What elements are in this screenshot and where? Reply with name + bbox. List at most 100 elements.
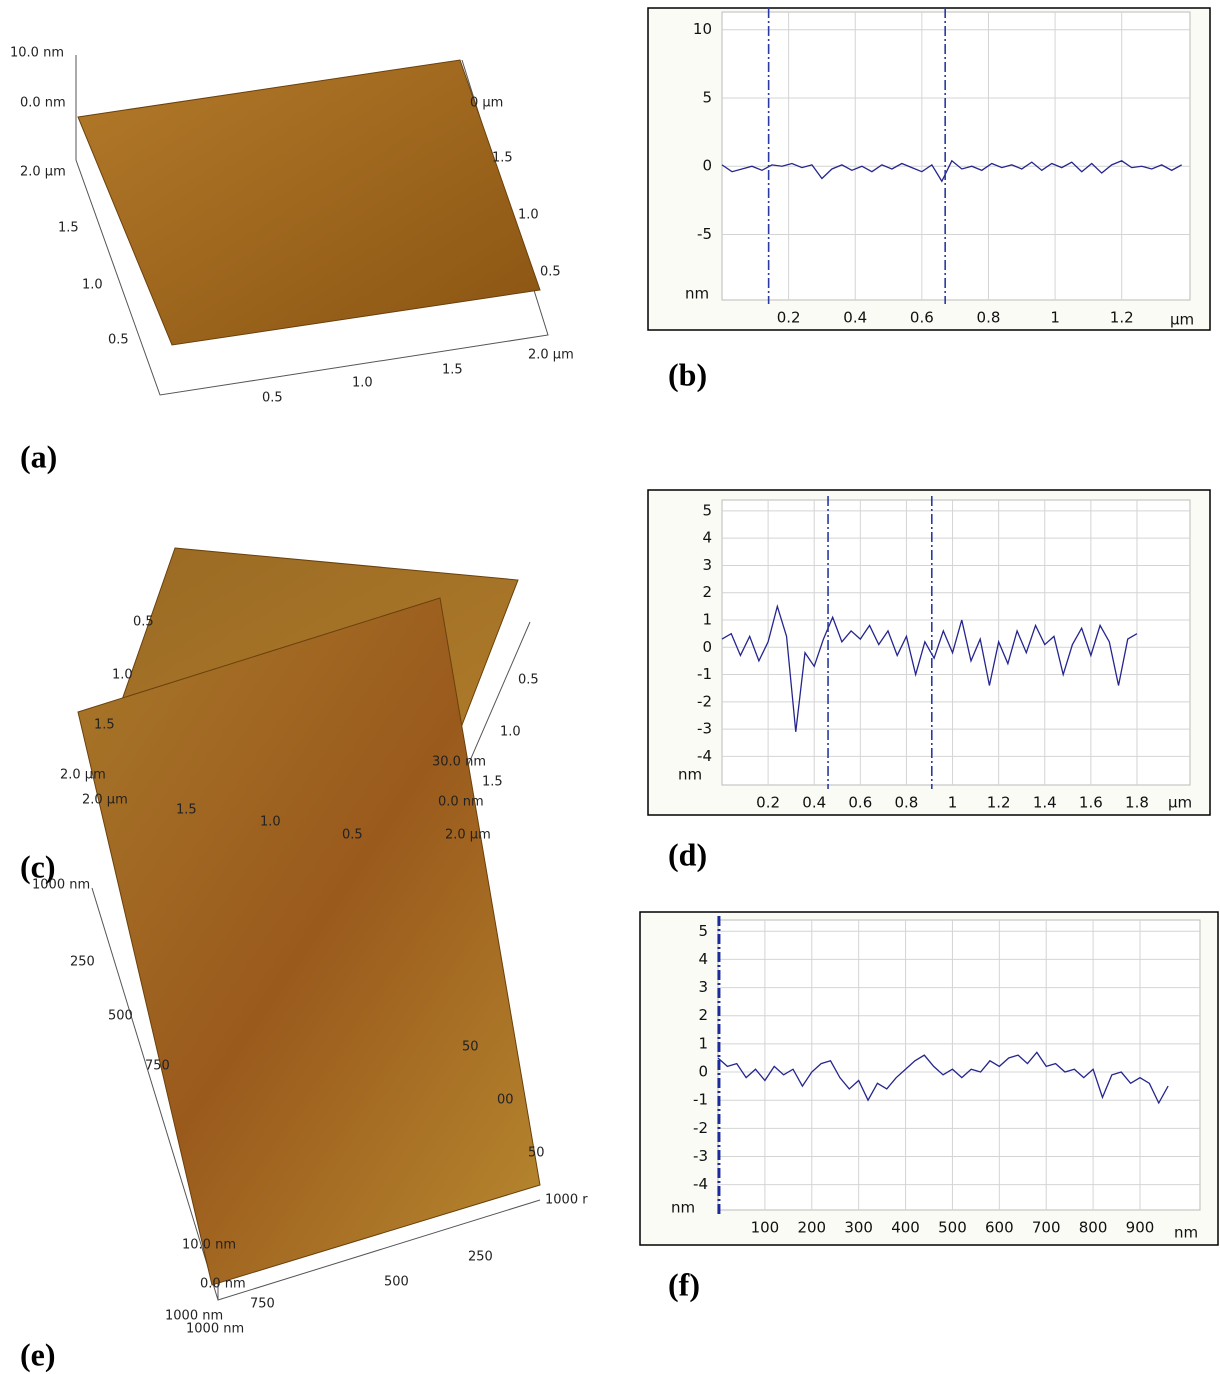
surface-axis-label: 0.5	[342, 828, 363, 843]
surface-axis-label: 1.0	[112, 668, 133, 683]
surface-axis-label: 00	[497, 1093, 514, 1108]
y-tick-label: 0	[702, 157, 712, 175]
y-tick-label: 5	[698, 922, 708, 940]
panel-label: (f)	[668, 1266, 700, 1302]
surface-axis-label: 1.0	[518, 208, 539, 223]
x-tick-label: 0.4	[843, 309, 867, 327]
x-tick-label: 1.2	[1110, 309, 1134, 327]
profile-line	[717, 1051, 1169, 1105]
y-tick-label: 3	[698, 978, 708, 996]
surface-axis-label: 1000 r	[545, 1193, 588, 1208]
y-tick-label: -4	[693, 1175, 708, 1193]
x-tick-label: 1.2	[987, 794, 1011, 812]
surface-axis-label: 1.5	[492, 151, 513, 166]
surface-axis-label: 1000 nm	[165, 1309, 223, 1324]
y-tick-label: 0	[698, 1063, 708, 1081]
surface-axis-label: 1000 nm	[32, 878, 90, 893]
x-tick-label: 1	[948, 794, 958, 812]
surface-axis-label: 1000 nm	[186, 1322, 244, 1337]
y-tick-label: -1	[697, 665, 712, 683]
x-tick-label: 0.6	[848, 794, 872, 812]
surface-axis-label: 0 µm	[470, 96, 503, 111]
y-tick-label: 5	[702, 501, 712, 519]
surface-axis-label: 0.0 nm	[438, 795, 484, 810]
x-tick-label: 0.4	[802, 794, 826, 812]
x-tick-label: 0.2	[777, 309, 801, 327]
y-tick-label: -1	[693, 1091, 708, 1109]
y-tick-label: 1	[702, 611, 712, 629]
y-unit-label: nm	[671, 1199, 695, 1217]
surface-axis-label: 0.0 nm	[20, 96, 66, 111]
surface-e	[77, 597, 541, 1301]
surface-axis-label: 0.5	[518, 673, 539, 688]
y-unit-label: nm	[685, 285, 709, 303]
surface-axis-label: 500	[108, 1009, 133, 1024]
profile-line	[721, 603, 1138, 732]
surface-axis-label: 250	[468, 1250, 493, 1265]
surface-axis-label: 1.0	[352, 376, 373, 391]
surface-axis-label: 0.5	[540, 265, 561, 280]
x-tick-label: 0.8	[977, 309, 1001, 327]
panel-label: (e)	[20, 1336, 56, 1372]
line-chart: 5 4 3 2 1 0 -1 -2 -3 -4 100 200 300 400 500 600 700 800 90…	[639, 911, 1219, 1246]
y-tick-label: -2	[697, 692, 712, 710]
panel-label: (c)	[20, 848, 56, 884]
x-tick-label: 600	[985, 1219, 1014, 1237]
surface-axis-label: 2.0 µm	[60, 768, 106, 783]
x-tick-label: 500	[938, 1219, 967, 1237]
profile-line	[721, 159, 1182, 183]
x-tick-label: 1.8	[1125, 794, 1149, 812]
y-tick-label: -3	[693, 1147, 708, 1165]
surface-axis-label: 1.0	[82, 278, 103, 293]
surface-axis-label: 10.0 nm	[182, 1238, 236, 1253]
surface-axis-label: 0.5	[262, 391, 283, 406]
x-tick-label: 300	[844, 1219, 873, 1237]
surface-axis-label: 0.5	[108, 333, 129, 348]
line-chart: 10 5 0 -5 0.2 0.4 0.6 0.8 1 1.2 nm µm	[647, 7, 1211, 331]
plot-area	[717, 919, 1201, 1211]
surface-axis-label: 1.5	[442, 363, 463, 378]
surface-axis-label: 30.0 nm	[432, 755, 486, 770]
surface-axis-label: 0.0 nm	[200, 1277, 246, 1292]
surface-axis-label: 1.5	[58, 221, 79, 236]
surface-axis-label: 1.5	[482, 775, 503, 790]
y-tick-label: 3	[702, 556, 712, 574]
x-tick-label: 0.8	[895, 794, 919, 812]
surface-axis-label: 2.0 µm	[528, 348, 574, 363]
surface-axis-label: 1.0	[260, 815, 281, 830]
y-tick-label: 0	[702, 638, 712, 656]
surface-axis-label: 2.0 µm	[445, 828, 491, 843]
surface-axis-label: 250	[70, 955, 95, 970]
x-unit-label: µm	[1170, 311, 1194, 329]
y-unit-label: nm	[678, 766, 702, 784]
panel-label: (a)	[20, 438, 57, 474]
x-tick-label: 0.2	[756, 794, 780, 812]
x-tick-label: 200	[797, 1219, 826, 1237]
x-tick-label: 800	[1079, 1219, 1108, 1237]
surface-axis-label: 2.0 µm	[20, 165, 66, 180]
x-tick-label: 0.6	[910, 309, 934, 327]
y-tick-label: -3	[697, 720, 712, 738]
x-unit-label: µm	[1168, 794, 1192, 812]
surface-axis-label: 2.0 µm	[82, 793, 128, 808]
x-tick-label: 1.6	[1079, 794, 1103, 812]
y-tick-label: 2	[702, 583, 712, 601]
y-tick-label: -2	[693, 1119, 708, 1137]
line-chart: 5 4 3 2 1 0 -1 -2 -3 -4 0.2 0.4 0.6 0.8 1 1.2 1.4 1.6 1.8 n…	[647, 489, 1211, 816]
surface-axis-label: 1.5	[176, 803, 197, 818]
y-tick-label: 1	[698, 1034, 708, 1052]
surface-axis-label: 50	[528, 1146, 545, 1161]
y-tick-label: -4	[697, 747, 712, 765]
x-tick-label: 700	[1032, 1219, 1061, 1237]
panel-label: (d)	[668, 836, 707, 872]
y-tick-label: 4	[702, 529, 712, 547]
y-tick-label: -5	[697, 225, 712, 243]
y-tick-label: 10	[693, 20, 712, 38]
plot-area	[721, 11, 1191, 301]
surface-axis-label: 50	[462, 1040, 479, 1055]
x-tick-label: 100	[751, 1219, 780, 1237]
surface-axis-label: 1.0	[500, 725, 521, 740]
panel-label: (b)	[668, 356, 707, 392]
surface-axis-label: 1.5	[94, 718, 115, 733]
x-tick-label: 400	[891, 1219, 920, 1237]
